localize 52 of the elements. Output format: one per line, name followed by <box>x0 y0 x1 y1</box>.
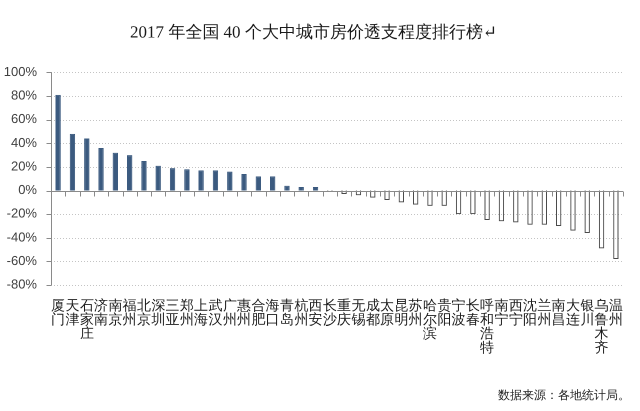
x-tick-label: 无锡 <box>350 296 366 327</box>
y-tick-label: 100% <box>4 64 38 79</box>
x-tick-label: 杭州 <box>293 296 308 327</box>
x-tick-label: 西安 <box>308 296 323 327</box>
x-tick-label: 济南 <box>94 296 108 327</box>
x-tick-label: 武汉 <box>208 296 222 327</box>
x-tick-label: 乌鲁木齐 <box>594 296 609 355</box>
x-tick-label: 南昌 <box>552 296 566 327</box>
x-tick-label: 温州 <box>608 296 623 327</box>
x-tick-label: 昆明 <box>394 296 408 327</box>
y-tick-label: 0% <box>18 182 38 198</box>
chart-title: 2017 年全国 40 个大中城市房价透支程度排行榜↵ <box>130 22 497 42</box>
y-tick-label: -80% <box>6 276 38 292</box>
x-tick-label: 沈阳 <box>523 296 538 327</box>
x-tick-label: 福州 <box>122 296 137 327</box>
x-tick-label: 苏州 <box>408 296 423 327</box>
x-tick-label: 海口 <box>266 296 280 327</box>
x-tick-label: 大连 <box>566 296 580 327</box>
x-tick-label: 惠州 <box>236 296 252 327</box>
x-tick-label: 深圳 <box>150 296 166 327</box>
y-tick-label: 60% <box>10 111 38 126</box>
x-tick-label: 长沙 <box>322 296 337 327</box>
y-tick-label: 20% <box>10 158 38 174</box>
x-tick-label: 西宁 <box>508 296 523 327</box>
x-tick-label: 南京 <box>108 296 122 327</box>
x-tick-label: 太原 <box>380 296 394 327</box>
x-tick-label: 哈尔滨 <box>422 296 437 341</box>
x-tick-label: 北京 <box>136 296 151 327</box>
y-tick-label: 80% <box>10 88 38 103</box>
x-tick-label: 天津 <box>65 296 80 327</box>
x-tick-label: 石家庄 <box>80 296 94 341</box>
x-tick-label: 兰州 <box>537 296 552 327</box>
y-tick-label: 40% <box>10 134 38 150</box>
x-tick-label: 南宁 <box>494 296 508 327</box>
x-tick-label: 厦门 <box>51 296 66 327</box>
y-tick-label: -60% <box>6 252 38 268</box>
x-tick-label: 重庆 <box>337 296 352 327</box>
x-tick-label: 合肥 <box>251 296 266 327</box>
x-tick-label: 银川 <box>579 296 594 327</box>
x-tick-label: 三亚 <box>166 296 180 327</box>
x-tick-label: 长春 <box>466 296 480 327</box>
x-tick-label: 成都 <box>366 296 380 327</box>
x-tick-label: 呼和浩特 <box>480 296 494 355</box>
y-tick-label: -20% <box>6 206 38 221</box>
source-note: 数据来源：各地统计局。 <box>498 388 630 402</box>
x-tick-label: 宁波 <box>452 296 466 327</box>
x-tick-label: 郑州 <box>180 296 194 327</box>
x-tick-label: 上海 <box>194 296 208 327</box>
y-tick-label: -40% <box>6 229 38 244</box>
x-tick-label: 广州 <box>222 296 237 327</box>
x-tick-label: 贵阳 <box>437 296 452 327</box>
x-tick-label: 青岛 <box>280 296 294 327</box>
